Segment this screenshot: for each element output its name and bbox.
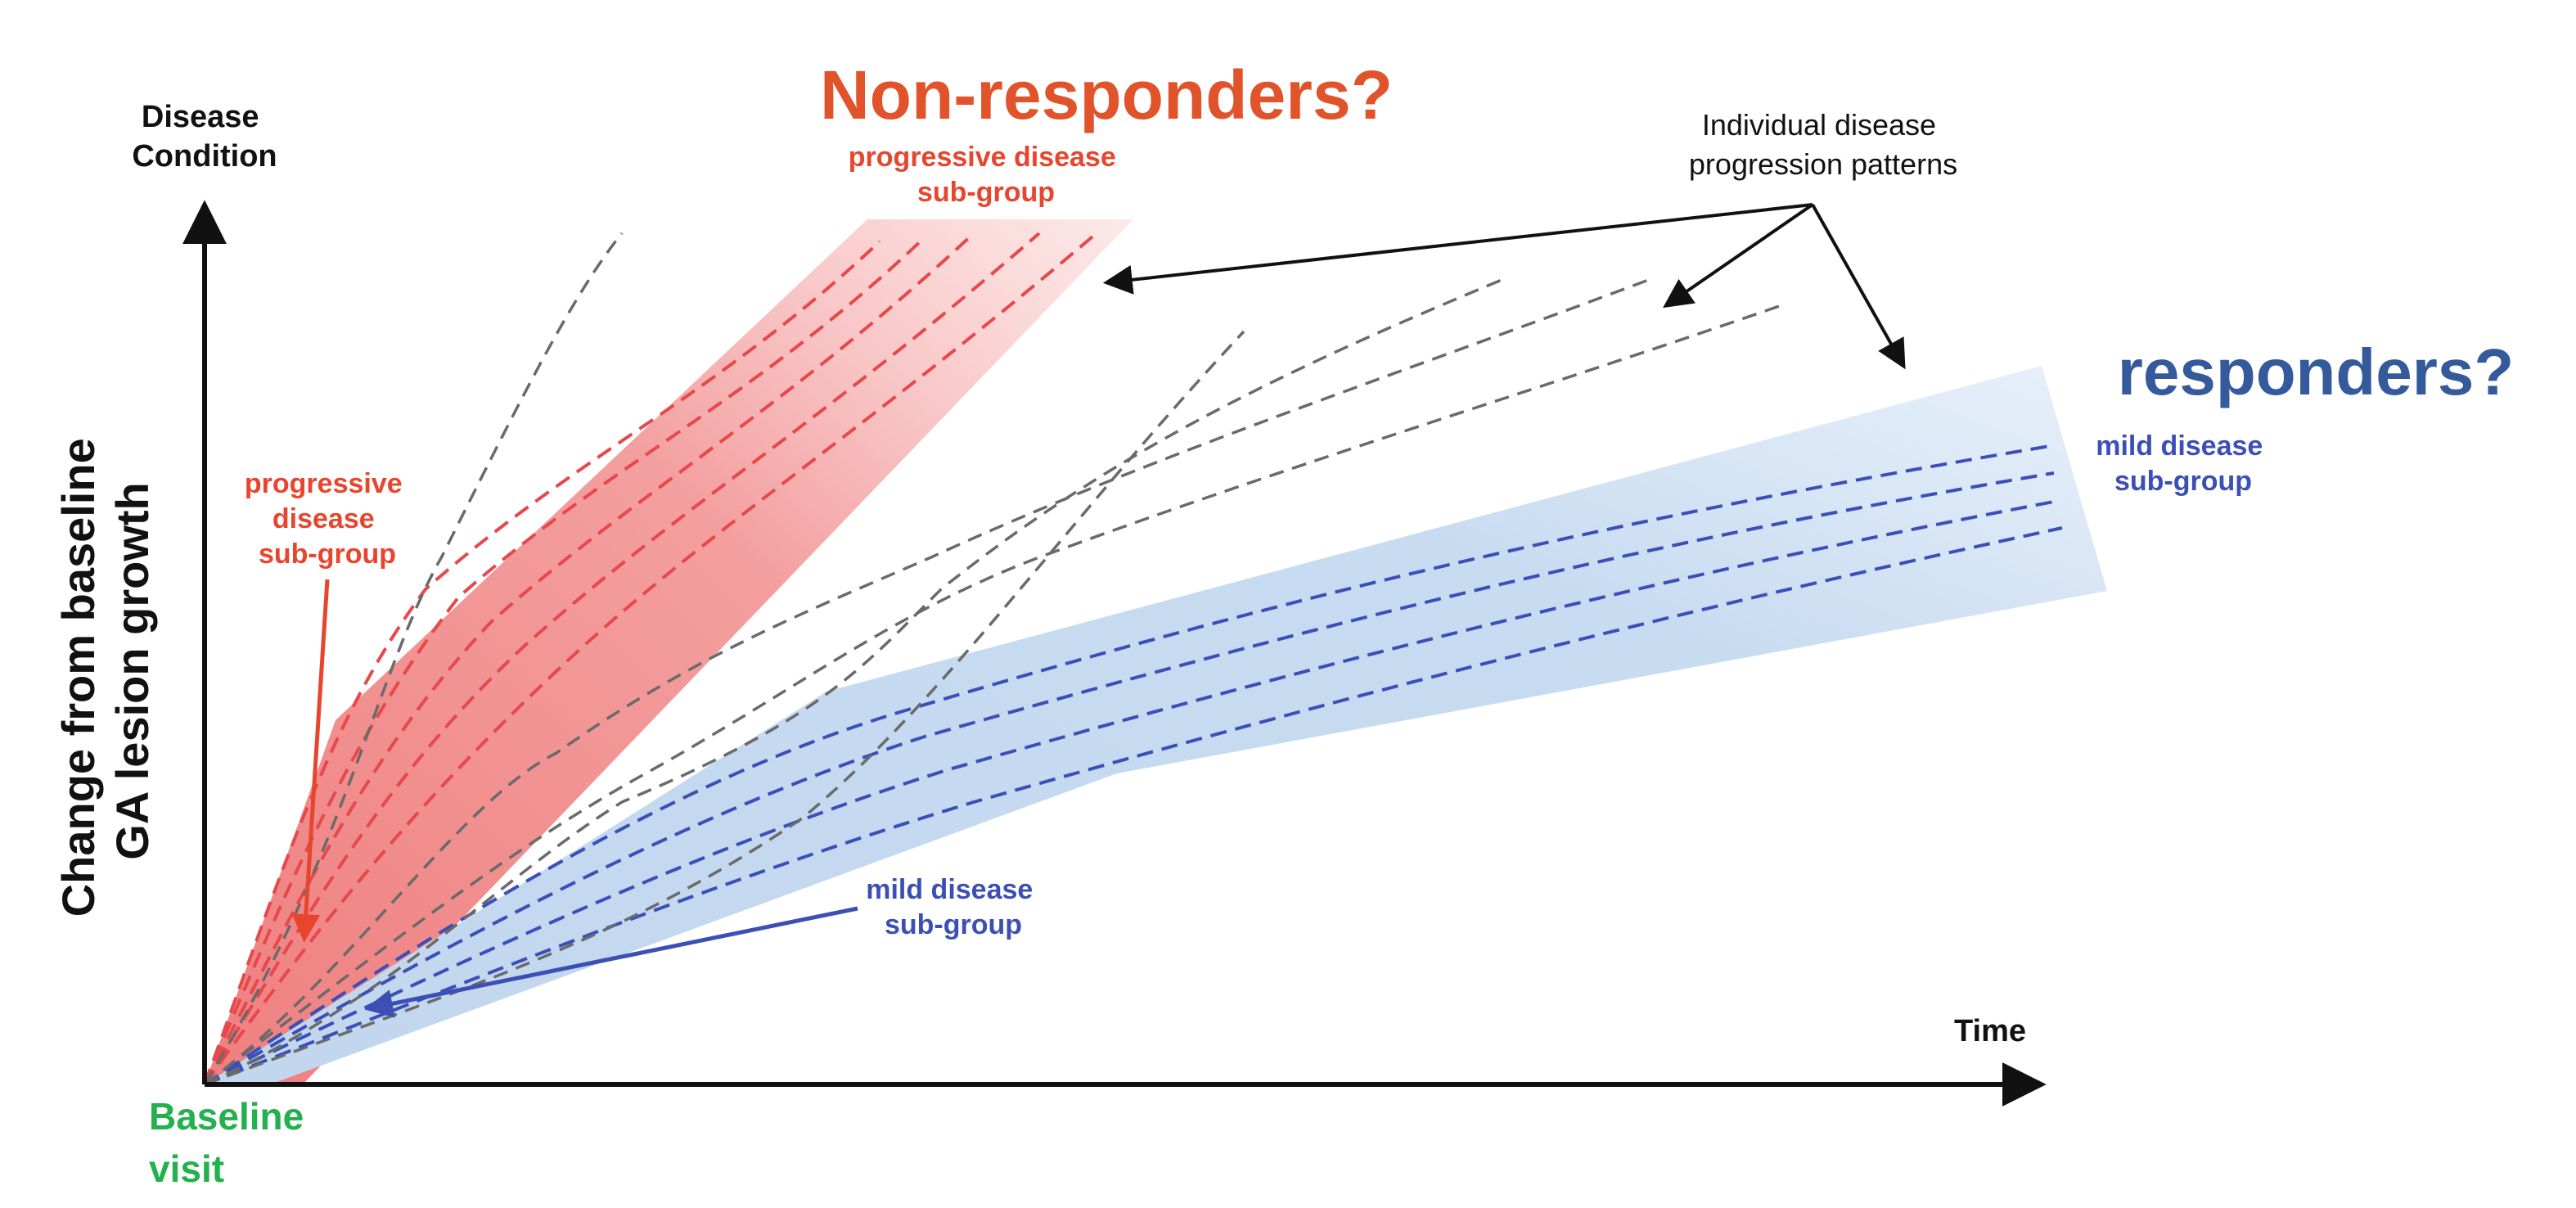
mild-pointer-arrow <box>364 906 858 1018</box>
progressive-band <box>205 219 1133 1084</box>
individual-trajectories <box>203 232 1785 1086</box>
individual-patterns-label: Individual disease progression patterns <box>1689 108 1957 181</box>
individual-trajectory <box>203 277 1654 1086</box>
individual-arrow-to-progressive <box>1102 203 1813 295</box>
individual-trajectory <box>203 232 624 1085</box>
baseline-label-line2: visit <box>149 1147 224 1190</box>
individual-patterns-label-line2: progression patterns <box>1689 147 1957 181</box>
y-axis-main-label: Change from baseline GA lesion growth <box>52 426 158 917</box>
mild-bottom-label: mild disease sub-group <box>866 874 1041 940</box>
mild-right-label: mild disease sub-group <box>2096 430 2271 497</box>
progressive-top-label: progressive disease sub-group <box>849 142 1124 208</box>
progressive-trajectory <box>203 236 926 1085</box>
mild-trajectory <box>203 444 2051 1086</box>
baseline-label: Baseline visit <box>149 1095 314 1190</box>
progressive-trajectory <box>203 232 975 1085</box>
individual-trajectory <box>204 330 1245 1086</box>
mild-trajectory <box>204 499 2059 1086</box>
individual-pointer-arrows <box>1102 203 1906 370</box>
mild-band <box>205 366 2107 1084</box>
progressive-left-label-line2: disease <box>272 503 375 534</box>
mild-trajectories <box>203 444 2063 1086</box>
mild-bottom-label-line1: mild disease <box>866 874 1033 905</box>
mild-trajectory <box>203 471 2055 1086</box>
progressive-pointer-arrow <box>291 579 330 943</box>
progressive-left-label-line1: progressive <box>245 468 403 499</box>
y-axis-main-label-line1: Change from baseline <box>52 438 104 917</box>
y-axis-top-label-line1: Disease <box>142 100 259 134</box>
progressive-top-label-line1: progressive disease <box>849 142 1116 173</box>
responders-title: responders? <box>2118 336 2515 408</box>
non-responders-title: Non-responders? <box>820 56 1393 133</box>
individual-arrow-to-gray <box>1663 203 1814 309</box>
progressive-left-label-line3: sub-group <box>259 539 396 570</box>
y-axis-main-label-line2: GA lesion growth <box>106 482 158 859</box>
individual-arrow-to-mild <box>1811 204 1906 370</box>
progressive-trajectory <box>203 240 881 1085</box>
individual-trajectory <box>203 303 1785 1086</box>
progressive-left-label: progressive disease sub-group <box>245 468 410 570</box>
individual-trajectory <box>204 277 1506 1086</box>
individual-patterns-label-line1: Individual disease <box>1702 108 1936 142</box>
y-axis-top-label-line2: Condition <box>132 139 277 174</box>
mild-bottom-label-line2: sub-group <box>885 909 1022 940</box>
baseline-label-line1: Baseline <box>149 1095 304 1138</box>
y-axis-top-label: Disease Condition <box>132 100 277 174</box>
mild-right-label-line1: mild disease <box>2096 430 2263 462</box>
mild-right-label-line2: sub-group <box>2114 466 2252 497</box>
x-axis-label: Time <box>1954 1014 2026 1048</box>
progressive-top-label-line2: sub-group <box>917 177 1055 208</box>
